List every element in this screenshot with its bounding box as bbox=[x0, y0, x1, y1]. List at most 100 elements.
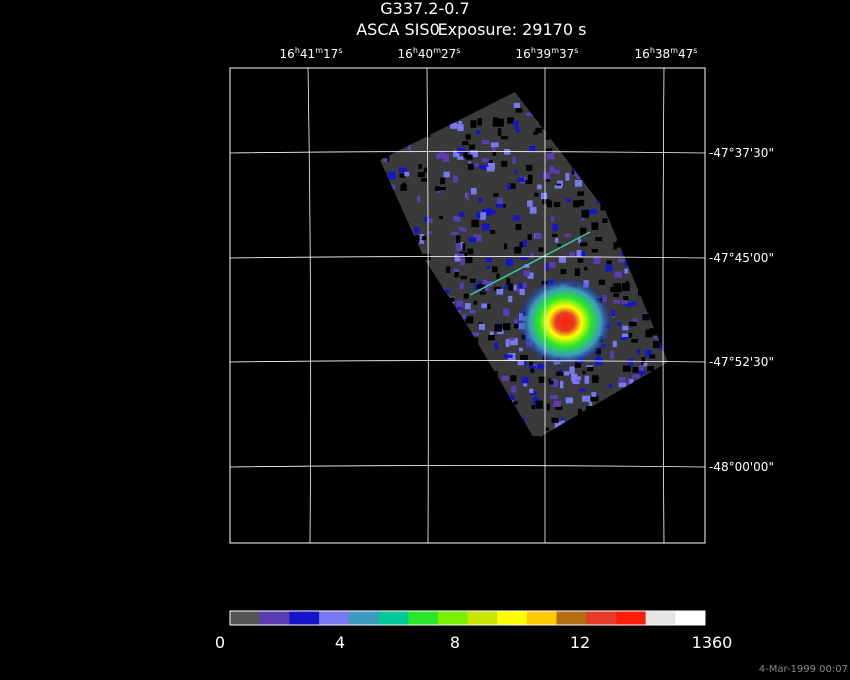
pixel bbox=[590, 395, 599, 402]
pixel bbox=[500, 136, 508, 140]
dec-label: -47°37'30" bbox=[709, 146, 774, 160]
pixel bbox=[513, 401, 518, 405]
pixel bbox=[507, 394, 515, 401]
pixel bbox=[596, 199, 601, 204]
pixel bbox=[451, 231, 458, 236]
pixel bbox=[503, 243, 508, 250]
ra-label: 16h38m47s bbox=[635, 46, 698, 61]
pixel bbox=[581, 209, 590, 218]
pixel bbox=[486, 303, 491, 310]
pixel bbox=[652, 340, 660, 349]
ra-unit: m bbox=[551, 46, 559, 55]
pixel bbox=[554, 237, 559, 243]
pixel bbox=[487, 207, 492, 216]
pixel bbox=[518, 347, 523, 352]
pixel bbox=[554, 421, 562, 429]
ra-number: 16 bbox=[635, 47, 650, 61]
dec-label: -48°00'00" bbox=[709, 460, 774, 474]
pixel bbox=[519, 282, 526, 290]
pixel bbox=[424, 216, 430, 222]
colorbar-swatch bbox=[526, 611, 557, 625]
pixel bbox=[549, 166, 555, 173]
pixel bbox=[545, 133, 549, 140]
pixel bbox=[551, 378, 558, 387]
pixel bbox=[440, 177, 446, 185]
pixel bbox=[443, 289, 450, 294]
pixel bbox=[407, 144, 411, 151]
pixel bbox=[439, 216, 444, 220]
pixel bbox=[621, 283, 630, 291]
pixel bbox=[458, 227, 465, 231]
pixel bbox=[489, 331, 494, 337]
pixel bbox=[457, 156, 464, 160]
pixel bbox=[511, 385, 517, 393]
ra-unit: h bbox=[531, 46, 536, 55]
colorbar-swatch bbox=[615, 611, 646, 625]
pixel bbox=[614, 286, 622, 293]
pixel bbox=[549, 380, 554, 385]
colorbar-swatch bbox=[645, 611, 676, 625]
pixel bbox=[438, 186, 446, 190]
pixel bbox=[515, 108, 523, 113]
source bbox=[517, 277, 613, 367]
pixel bbox=[439, 152, 445, 159]
pixel bbox=[459, 282, 464, 289]
pixel bbox=[400, 184, 407, 191]
pixel bbox=[553, 202, 561, 208]
pixel bbox=[515, 224, 522, 231]
pixel bbox=[527, 234, 532, 241]
pixel bbox=[629, 378, 634, 385]
pixel bbox=[638, 365, 645, 371]
pixel bbox=[462, 243, 466, 251]
pixel bbox=[473, 300, 478, 305]
pixel bbox=[508, 183, 516, 189]
pixel bbox=[586, 366, 594, 372]
pixel bbox=[627, 378, 632, 385]
pixel bbox=[465, 257, 473, 264]
pixel bbox=[552, 233, 558, 237]
ra-unit: m bbox=[433, 46, 441, 55]
pixel bbox=[643, 362, 648, 367]
pixel bbox=[540, 192, 548, 200]
pixel bbox=[497, 128, 502, 136]
pixel bbox=[510, 375, 517, 382]
pixel bbox=[605, 264, 613, 272]
pixel bbox=[467, 163, 474, 170]
pixel bbox=[507, 117, 515, 124]
ra-unit: s bbox=[574, 46, 578, 55]
pixel bbox=[636, 349, 640, 355]
pixel bbox=[478, 323, 485, 330]
pixel bbox=[443, 171, 450, 178]
pixel bbox=[645, 349, 652, 358]
pixel bbox=[630, 301, 637, 306]
pixel bbox=[471, 332, 479, 336]
pixel bbox=[461, 141, 469, 146]
pixel bbox=[470, 150, 478, 158]
pixel bbox=[578, 238, 582, 244]
pixel bbox=[628, 358, 634, 366]
pixel bbox=[638, 370, 646, 375]
pixel bbox=[628, 321, 637, 327]
pixel bbox=[547, 152, 555, 160]
dec-grid bbox=[229, 151, 706, 154]
pixel bbox=[622, 325, 629, 331]
pixel bbox=[527, 174, 533, 181]
pixel bbox=[469, 144, 476, 150]
pixel bbox=[523, 270, 530, 277]
pixel bbox=[476, 212, 481, 219]
pixel bbox=[627, 332, 633, 338]
pixel bbox=[492, 120, 501, 127]
pixel bbox=[497, 197, 503, 205]
pixel bbox=[464, 303, 471, 310]
pixel bbox=[485, 257, 493, 263]
pixel bbox=[513, 102, 520, 108]
pixel bbox=[476, 284, 485, 289]
pixel bbox=[587, 210, 596, 214]
ra-unit: m bbox=[315, 46, 323, 55]
pixel bbox=[481, 209, 489, 214]
pixel bbox=[649, 328, 657, 336]
pixel bbox=[561, 420, 565, 424]
ra-number: 16 bbox=[280, 47, 295, 61]
pixel bbox=[520, 256, 528, 260]
pixel bbox=[456, 300, 464, 308]
